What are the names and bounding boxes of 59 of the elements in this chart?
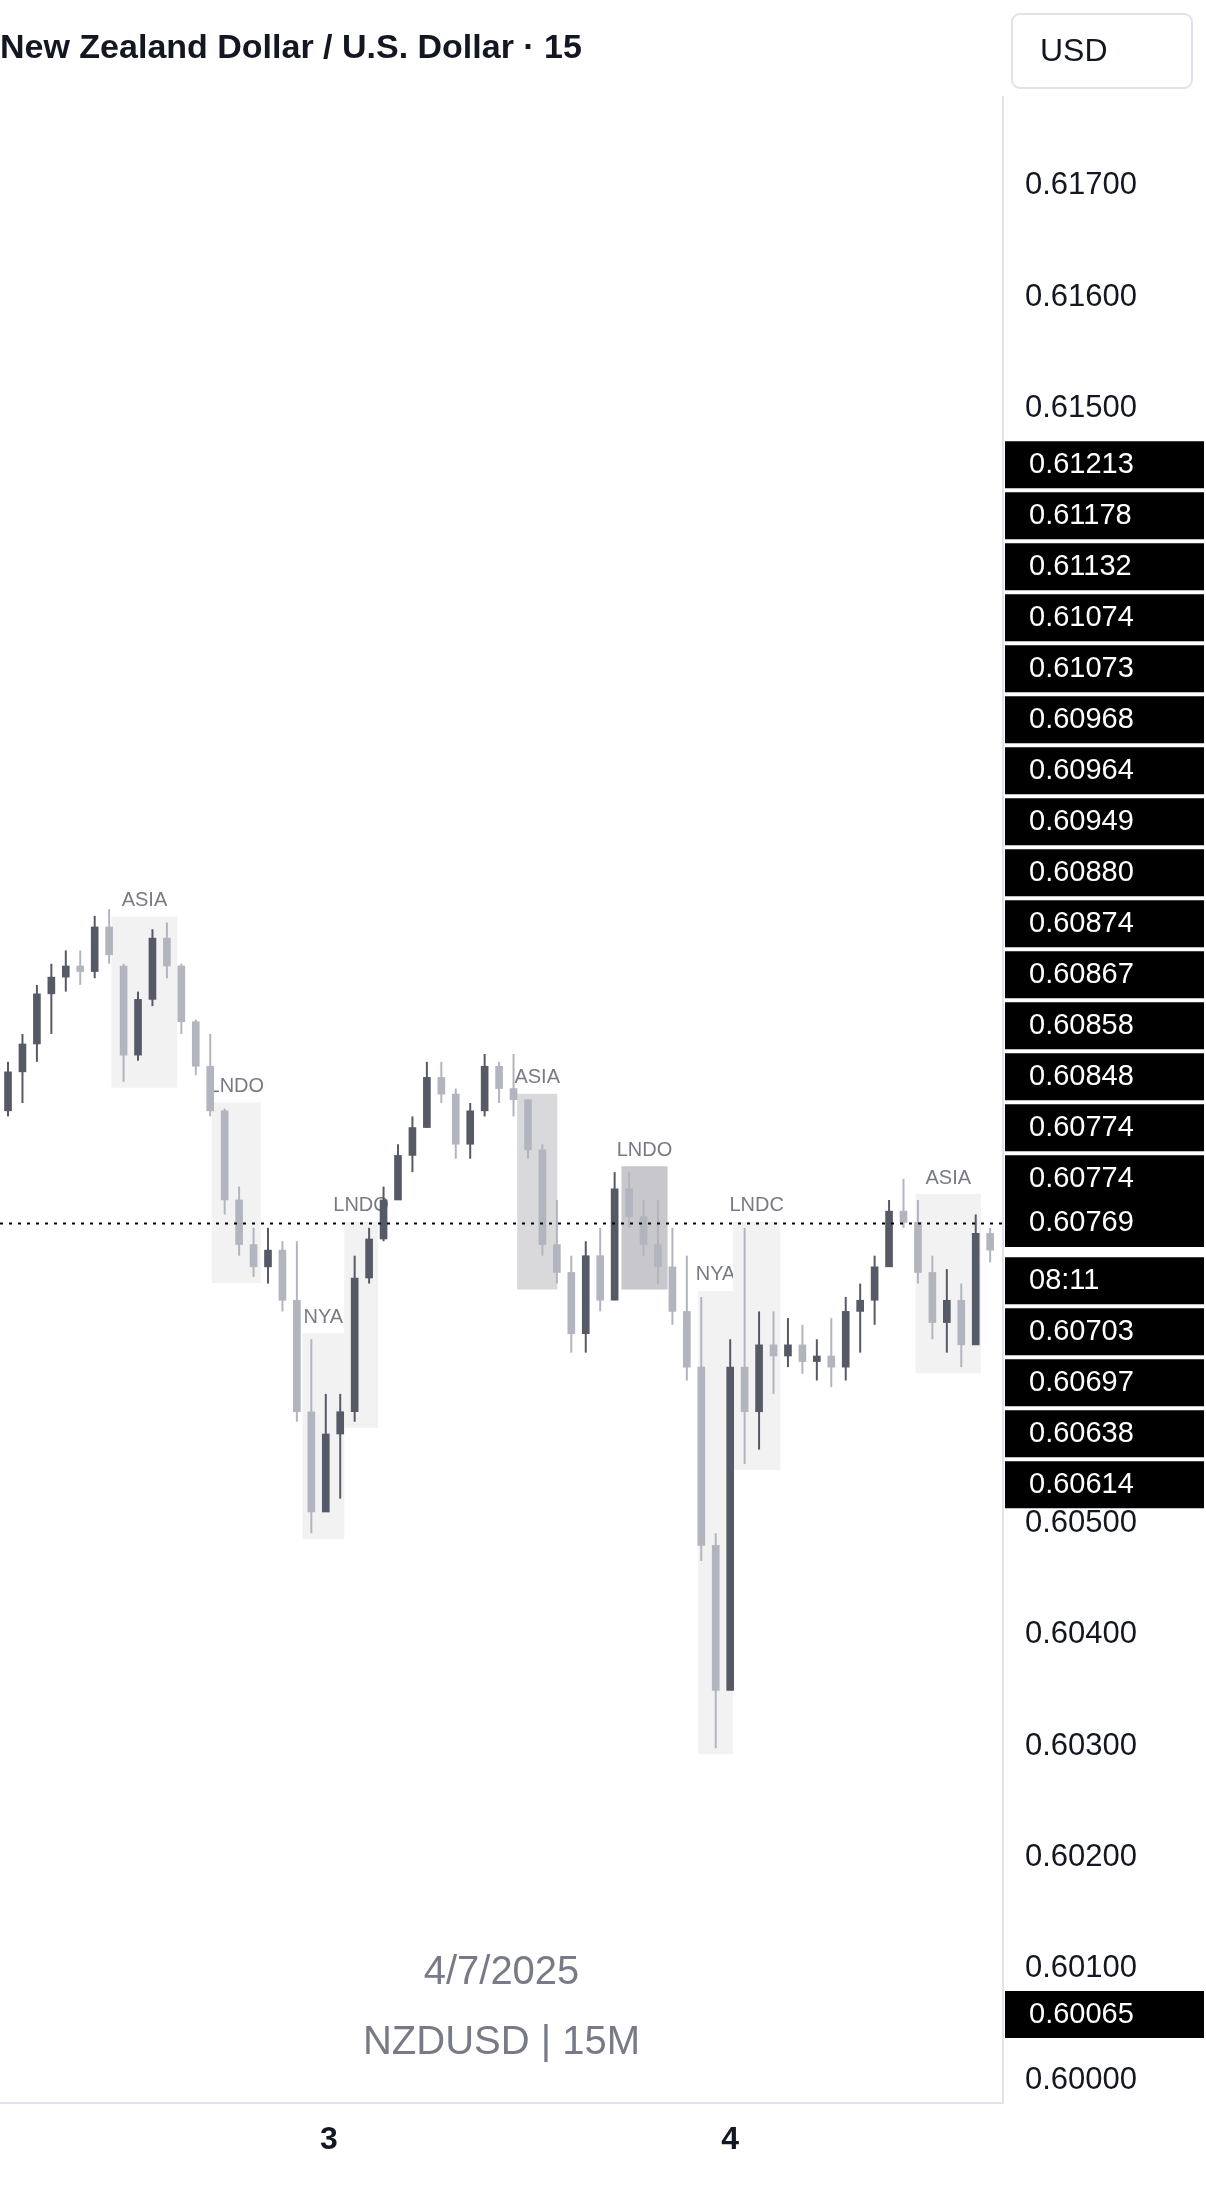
text: 0.60880 [1029,854,1134,887]
text: 0.60964 [1029,752,1134,785]
y-tick-label: 0.61600 [1025,277,1138,313]
text: 0.61073 [1029,650,1134,683]
band-label: ASIA [121,888,168,911]
text: 0.60703 [1029,1313,1134,1346]
candlestick [495,1060,503,1105]
candlestick [784,1317,792,1369]
candlestick [249,1226,258,1278]
y-tick-label: 0.61500 [1025,389,1138,425]
candlestick [986,1226,994,1264]
candlestick [264,1226,272,1285]
text: 0.60949 [1029,803,1134,836]
band-label: LNDC [729,1193,784,1216]
y-tick-label: 0.61700 [1025,166,1138,202]
y-tick-label: 0.60400 [1025,1615,1138,1651]
text: 0.61132 [1029,548,1132,581]
candlestick [943,1268,951,1354]
text: 0.60848 [1029,1058,1134,1091]
candlestick [856,1282,864,1354]
y-tick-label: 0.60100 [1025,1949,1138,1985]
text: 0.60697 [1029,1364,1134,1397]
chart-title: New Zealand Dollar / U.S. Dollar · 15 [0,26,582,65]
candlestick [437,1060,446,1105]
text: 0.60874 [1029,905,1134,938]
annotation: 4/7/2025 [423,1947,580,1992]
text: 0.60065 [1029,1996,1134,2029]
x-tick-label: 4 [721,2119,740,2156]
candlestick [61,949,70,993]
text: 0.60968 [1029,701,1134,734]
text: 0.61178 [1029,497,1132,530]
candlestick [336,1392,345,1500]
candlestick [827,1317,836,1389]
candlestick [76,949,85,986]
candlestick [899,1177,908,1229]
candlestick [813,1338,821,1382]
y-tick-label: 0.60200 [1025,1837,1138,1873]
text: 0.60858 [1029,1007,1134,1040]
y-tick-label: 0.60500 [1025,1503,1138,1539]
text: 0.61213 [1029,446,1134,479]
text: 0.60774 [1029,1160,1134,1193]
text: 0.60867 [1029,956,1134,989]
text: 08:11 [1029,1262,1100,1295]
x-tick-label: 3 [320,2119,338,2156]
band-label: LNDO [616,1137,673,1160]
band-label: NYA [695,1262,737,1285]
text: 0.61074 [1029,599,1134,632]
annotation: NZDUSD | 15M [362,2017,641,2062]
y-tick-label: 0.60300 [1025,1726,1138,1762]
text: 0.60614 [1029,1466,1134,1499]
candlestick [654,1198,662,1285]
band-label: ASIA [925,1165,972,1188]
y-tick-label: 0.60000 [1025,2060,1138,2096]
band-label: NYA [303,1304,344,1327]
text: 0.60774 [1029,1109,1134,1142]
text: USD [1040,31,1108,68]
text: 0.60638 [1029,1415,1134,1448]
ref-line-label: 0.60769 [1029,1205,1134,1238]
band-label: ASIA [514,1065,561,1088]
